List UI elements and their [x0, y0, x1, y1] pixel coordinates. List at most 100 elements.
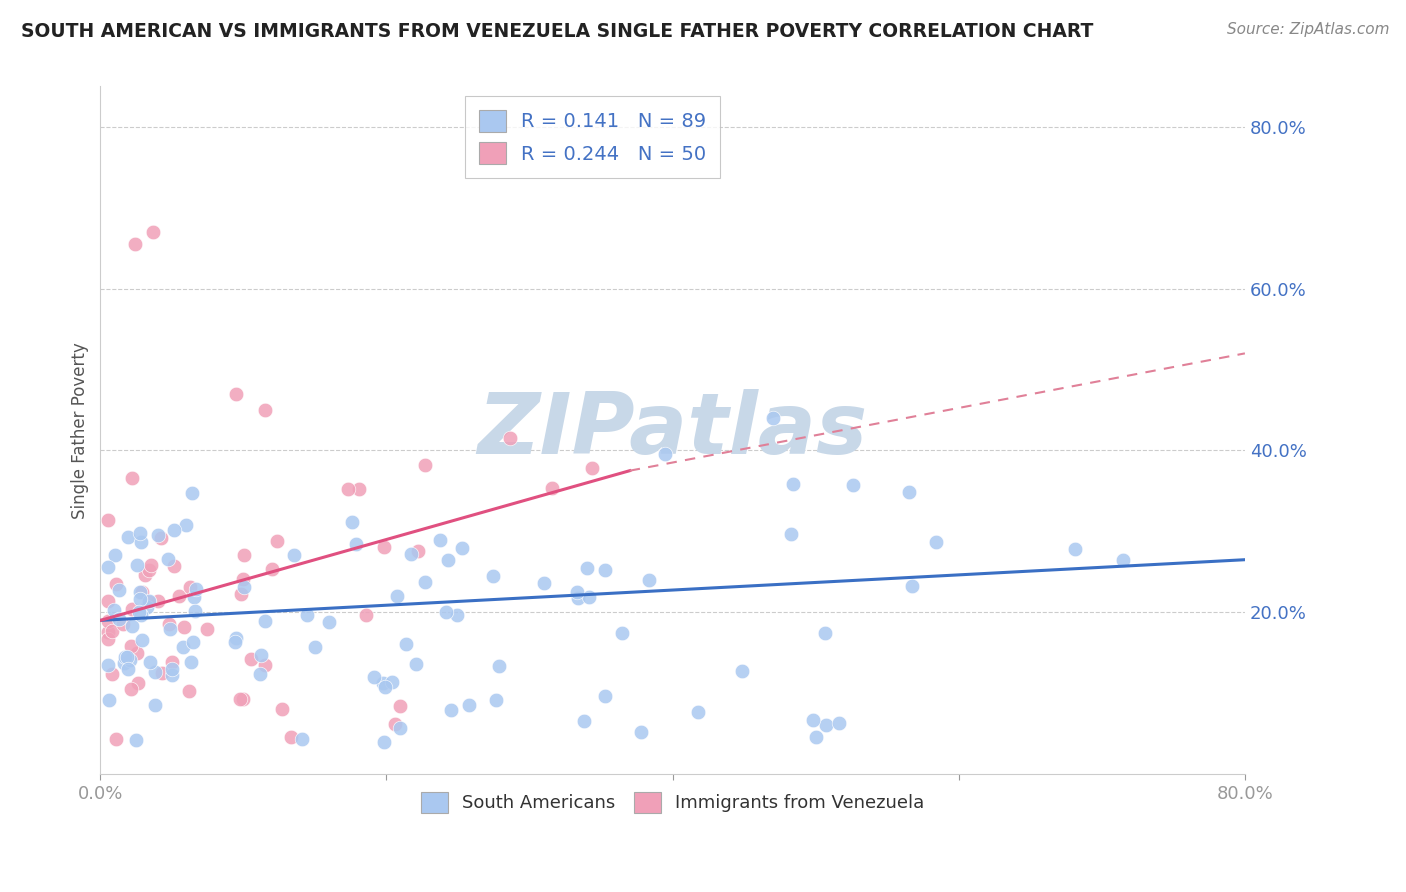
Point: [347, 482, 370, 496]
Point: [897, 484, 920, 499]
Point: [578, 591, 600, 605]
Point: [162, 668, 184, 682]
Point: [457, 698, 479, 712]
Point: [107, 583, 129, 598]
Point: [125, 558, 148, 572]
Point: [160, 662, 183, 676]
Point: [131, 585, 153, 599]
Point: [101, 624, 124, 639]
Point: [232, 549, 254, 563]
Point: [157, 617, 180, 632]
Point: [114, 649, 136, 664]
Point: [121, 602, 143, 616]
Point: [373, 540, 395, 554]
Point: [401, 547, 423, 561]
Point: [482, 569, 505, 583]
Legend: South Americans, Immigrants from Venezuela: South Americans, Immigrants from Venezue…: [411, 781, 935, 823]
Point: [104, 577, 127, 591]
Point: [413, 458, 436, 472]
Point: [388, 698, 411, 713]
Point: [1064, 542, 1087, 557]
Point: [97, 624, 120, 639]
Point: [138, 594, 160, 608]
Point: [139, 655, 162, 669]
Point: [120, 653, 142, 667]
Point: [1112, 552, 1135, 566]
Point: [565, 584, 588, 599]
Point: [156, 552, 179, 566]
Point: [567, 591, 589, 605]
Point: [179, 580, 201, 594]
Point: [283, 548, 305, 562]
Point: [115, 650, 138, 665]
Point: [96, 658, 118, 673]
Point: [304, 640, 326, 655]
Point: [101, 667, 124, 681]
Point: [782, 477, 804, 491]
Point: [183, 590, 205, 604]
Point: [280, 730, 302, 744]
Point: [229, 692, 252, 706]
Point: [104, 548, 127, 562]
Point: [231, 587, 253, 601]
Point: [371, 676, 394, 690]
Point: [318, 615, 340, 629]
Point: [828, 716, 851, 731]
Point: [108, 612, 131, 626]
Point: [181, 635, 204, 649]
Point: [121, 470, 143, 484]
Point: [593, 689, 616, 703]
Point: [129, 591, 152, 606]
Point: [181, 486, 204, 500]
Point: [150, 665, 173, 680]
Point: [179, 683, 201, 698]
Point: [117, 662, 139, 676]
Point: [440, 703, 463, 717]
Point: [295, 607, 318, 622]
Point: [143, 665, 166, 679]
Point: [413, 574, 436, 589]
Point: [141, 558, 163, 572]
Point: [129, 535, 152, 549]
Point: [485, 692, 508, 706]
Point: [373, 734, 395, 748]
Point: [224, 635, 246, 649]
Point: [254, 658, 277, 673]
Point: [128, 584, 150, 599]
Point: [103, 603, 125, 617]
Point: [96, 632, 118, 646]
Point: [163, 558, 186, 573]
Point: [146, 594, 169, 608]
Point: [533, 576, 555, 591]
Point: [98, 693, 121, 707]
Point: [146, 528, 169, 542]
Point: [686, 705, 709, 719]
Point: [127, 676, 149, 690]
Point: [149, 531, 172, 545]
Point: [354, 608, 377, 623]
Point: [254, 614, 277, 628]
Point: [172, 640, 194, 654]
Point: [925, 534, 948, 549]
Point: [363, 670, 385, 684]
Point: [136, 600, 159, 615]
Point: [96, 560, 118, 574]
Point: [266, 534, 288, 549]
Point: [384, 717, 406, 731]
Point: [291, 732, 314, 747]
Point: [429, 533, 451, 547]
Point: [180, 655, 202, 669]
Point: [104, 732, 127, 747]
Point: [138, 563, 160, 577]
Point: [143, 698, 166, 712]
Point: [134, 568, 156, 582]
Y-axis label: Single Father Poverty: Single Father Poverty: [72, 342, 89, 518]
Point: [232, 572, 254, 586]
Point: [540, 481, 562, 495]
Point: [167, 589, 190, 603]
Point: [581, 461, 603, 475]
Point: [762, 411, 785, 425]
Point: [250, 648, 273, 663]
Point: [249, 667, 271, 681]
Point: [572, 714, 595, 728]
